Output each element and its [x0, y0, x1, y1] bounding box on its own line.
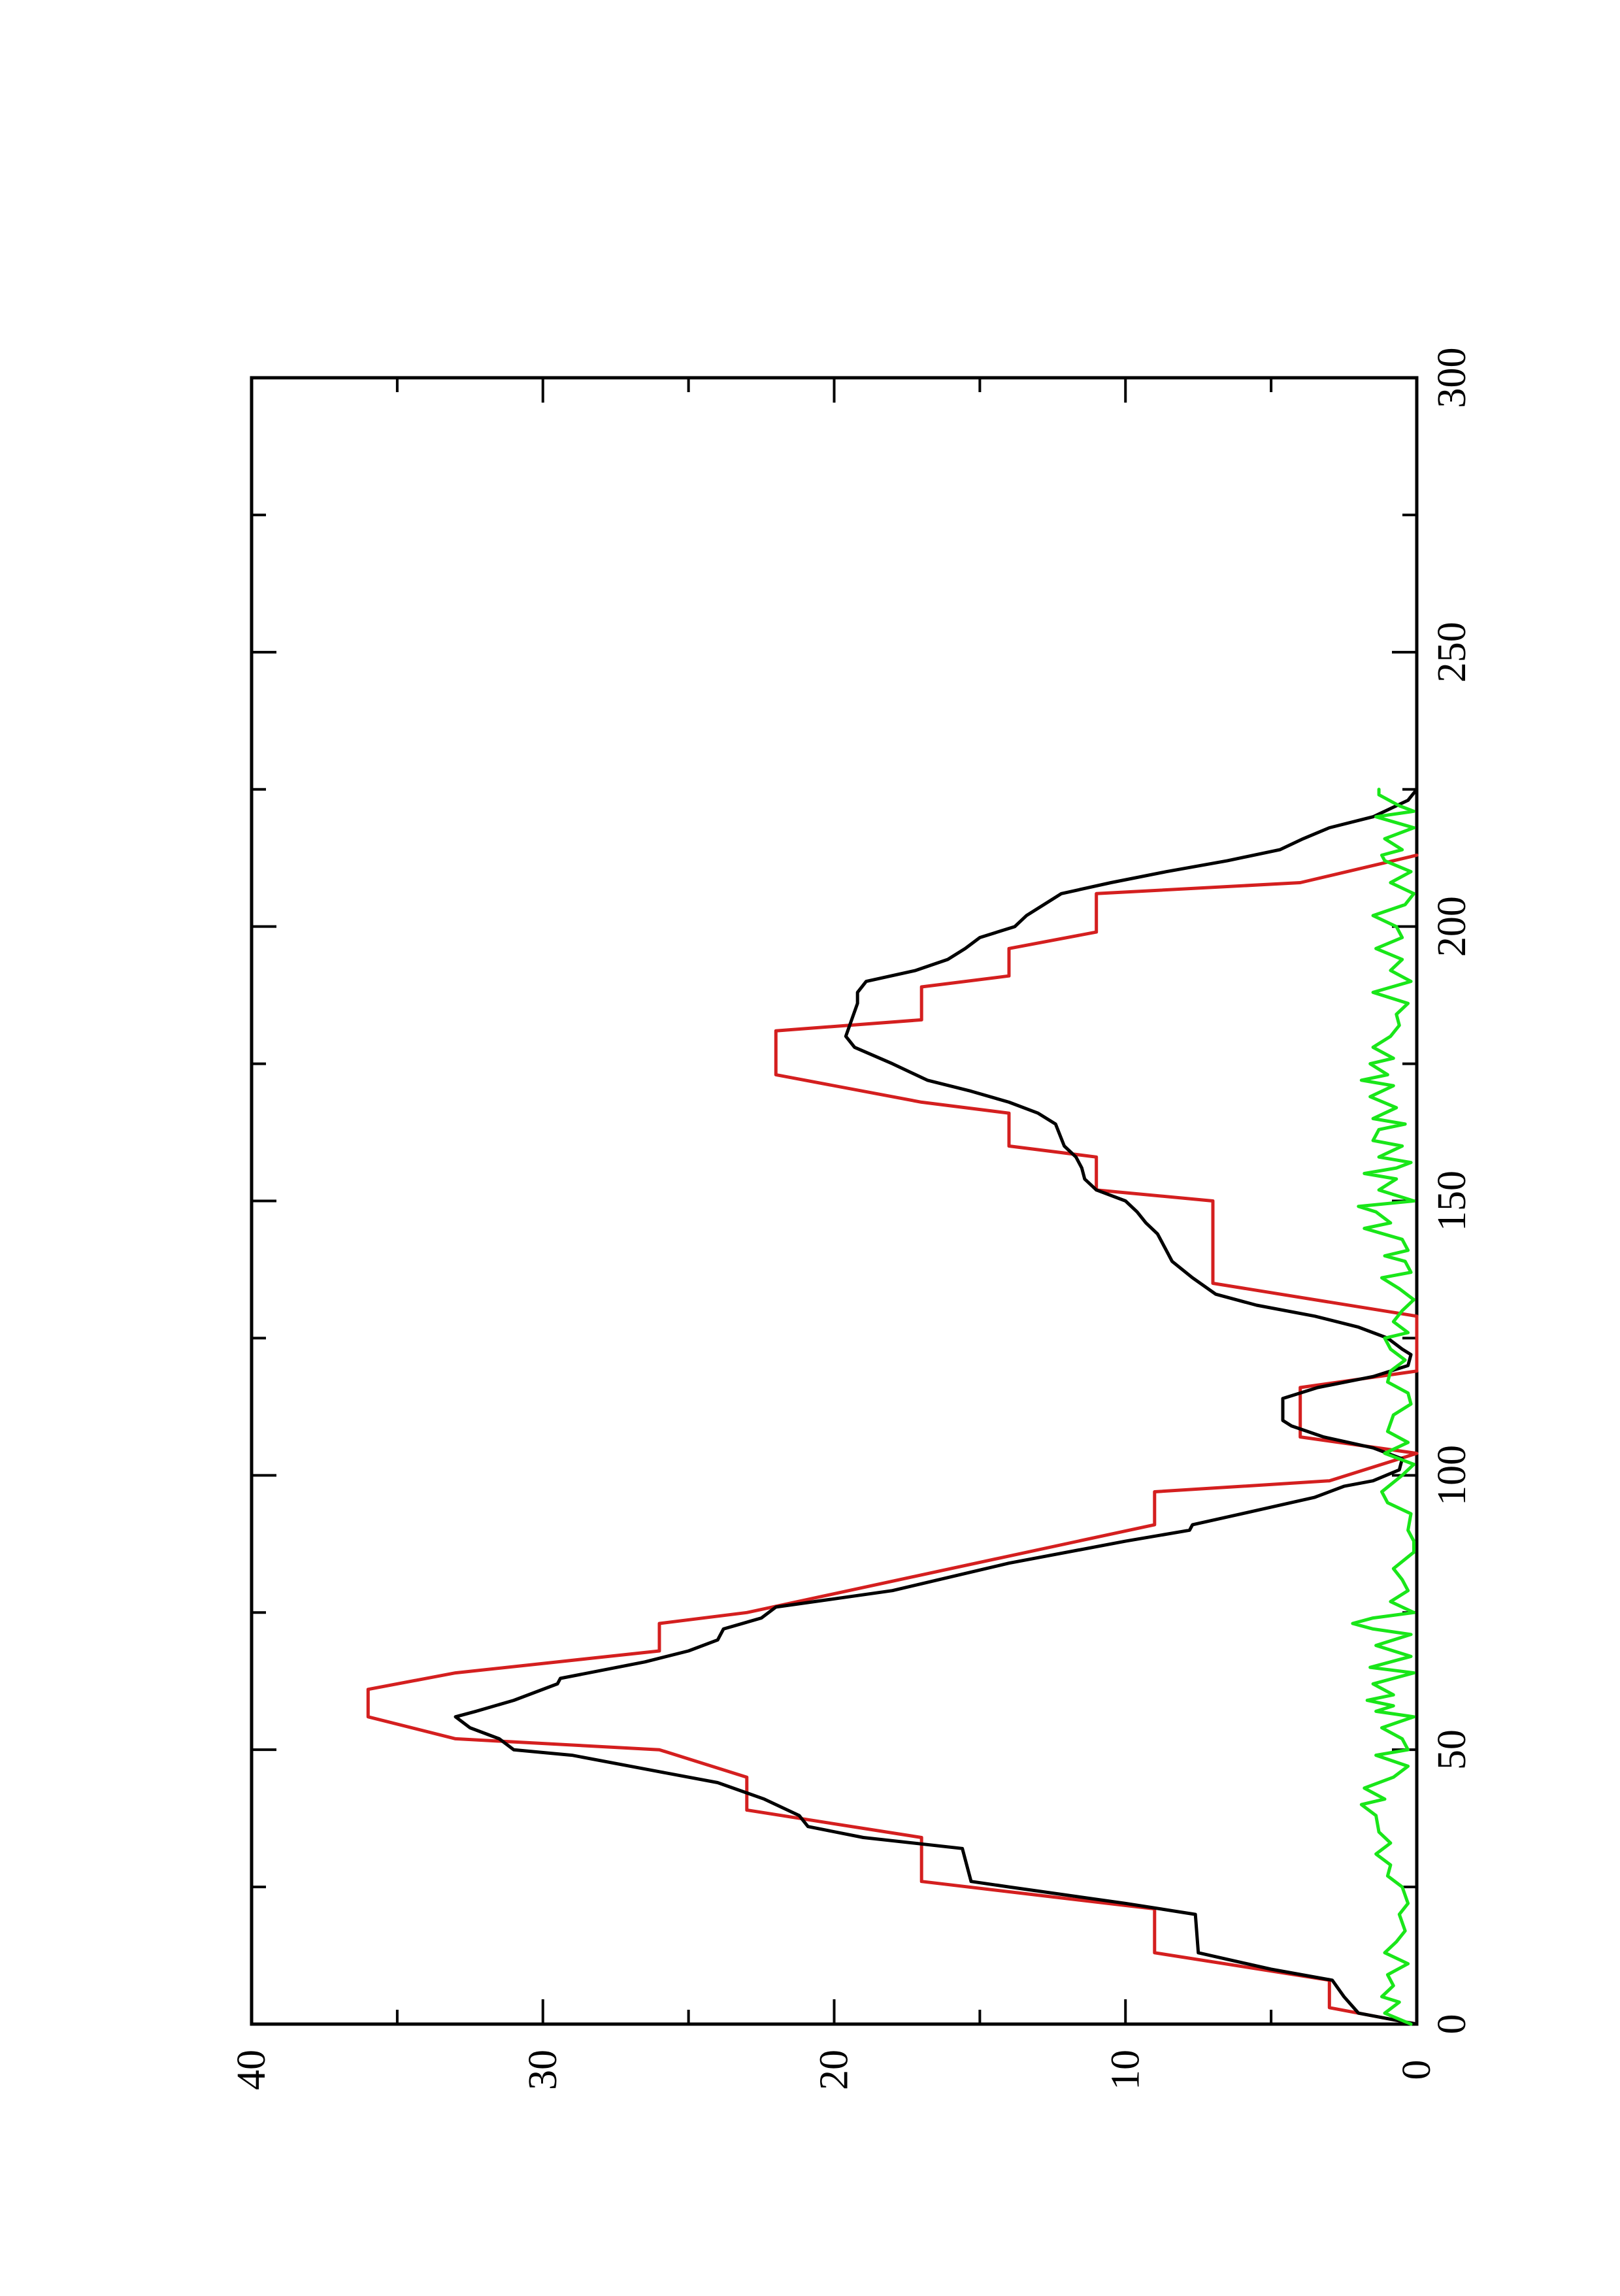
y-tick-label: 0: [1395, 2060, 1439, 2080]
x-tick-label: 0: [1430, 2014, 1474, 2035]
series-line-2: [454, 788, 1419, 2026]
series-lines: [366, 788, 1419, 2026]
x-tick-label: 300: [1430, 348, 1474, 408]
tick-labels: 0 50 100 150 200 250 300 0 10 20 30 40: [229, 348, 1474, 2091]
y-tick-label: 20: [812, 2050, 857, 2090]
x-tick-label: 150: [1430, 1171, 1474, 1231]
y-tick-label: 40: [229, 2050, 274, 2090]
plot-frame: [250, 376, 1419, 2026]
x-tick-label: 100: [1430, 1445, 1474, 1506]
series-line-3: [1351, 788, 1415, 2026]
x-tick-label: 50: [1430, 1729, 1474, 1770]
y-tick-label: 10: [1103, 2050, 1148, 2090]
x-tick-label: 200: [1430, 896, 1474, 957]
series-line-1: [366, 854, 1419, 2026]
y-tick-label: 30: [521, 2050, 565, 2090]
x-tick-label: 250: [1430, 622, 1474, 682]
plot-area: 0 50 100 150 200 250 300 0 10 20 30 40: [229, 348, 1474, 2091]
tick-marks: [250, 376, 1418, 2025]
